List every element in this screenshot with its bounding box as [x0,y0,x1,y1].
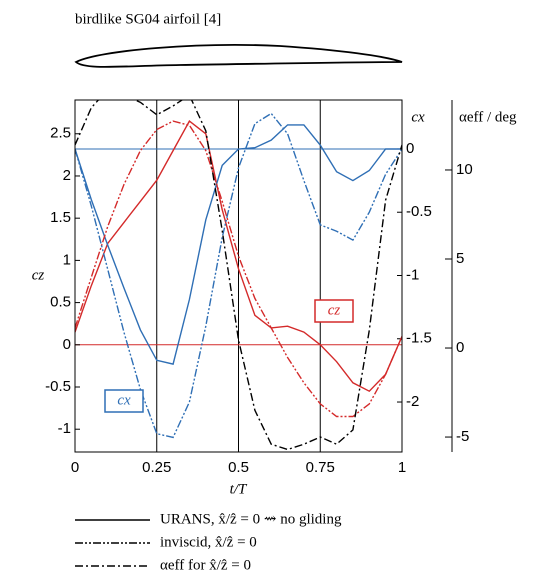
series-line [75,120,402,418]
annotation-box [104,389,144,413]
airfoil-shape [74,44,403,68]
legend-label: αeff for x̂/ẑ = 0 [160,557,251,573]
y-tick-label: 1.5 [50,209,71,226]
x-tick-label: 0 [71,459,79,476]
y3-axis-label: αeff / deg [459,109,517,125]
legend-label: URANS, x̂/ẑ = 0 ⇝ no gliding [160,511,342,527]
y-tick-label: 2 [63,167,71,184]
series-line [75,120,402,393]
y-axis-label: cz [32,267,45,283]
y-tick-label: 0 [63,336,71,353]
y-tick-label: -1 [58,420,71,437]
y-tick-label: 0.5 [50,294,71,311]
y2-tick-label: -0.5 [406,203,432,220]
series-line [75,112,402,439]
plot-frame [74,99,403,453]
y2-tick-label: -1 [406,266,419,283]
y2-tick-label: -2 [406,393,419,410]
series-line [75,124,402,365]
y2-tick-label: -1.5 [406,330,432,347]
y2-tick-label: 0 [406,140,414,157]
x-tick-label: 0.75 [306,459,335,476]
annotation-box [314,299,354,323]
annotation-label: cx [117,392,131,408]
y2-axis-label: cx [411,109,425,125]
x-axis-label: t/T [230,481,248,497]
x-tick-label: 0.5 [228,459,249,476]
series-line [75,100,402,451]
plot-area [75,100,402,451]
x-tick-label: 0.25 [142,459,171,476]
y3-tick-label: 5 [456,250,464,267]
y3-tick-label: 0 [456,339,464,356]
y3-tick-label: -5 [456,428,469,445]
y-tick-label: 2.5 [50,125,71,142]
x-tick-label: 1 [398,459,406,476]
y-tick-label: -0.5 [45,378,71,395]
chart-title: birdlike SG04 airfoil [4] [75,11,221,27]
y-tick-label: 1 [63,251,71,268]
y3-tick-label: 10 [456,161,473,178]
legend-label: inviscid, x̂/ẑ = 0 [160,534,257,550]
annotation-label: cz [328,302,341,318]
